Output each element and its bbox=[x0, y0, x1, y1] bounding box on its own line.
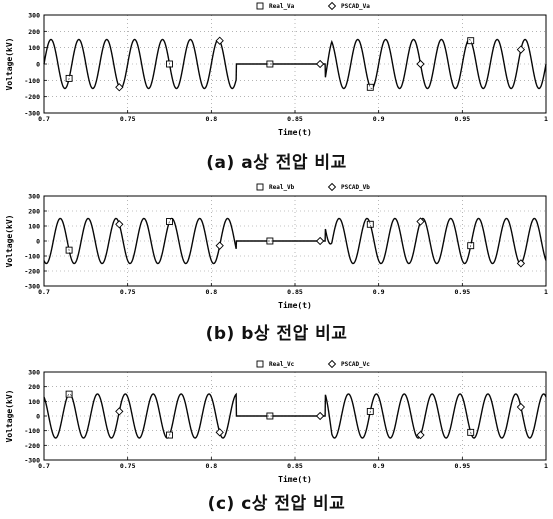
y-tick-label: 300 bbox=[28, 369, 40, 377]
data-point-square bbox=[266, 412, 274, 420]
x-tick-label: 0.7 bbox=[38, 115, 50, 123]
x-tick-label: 0.85 bbox=[287, 288, 303, 296]
x-tick-label: 0.8 bbox=[205, 115, 217, 123]
x-tick-label: 0.75 bbox=[120, 288, 136, 296]
data-point-diamond bbox=[416, 430, 425, 440]
y-tick-label: -200 bbox=[24, 268, 40, 276]
y-tick-label: -100 bbox=[24, 427, 40, 435]
y-tick-label: 200 bbox=[28, 383, 40, 391]
x-tick-label: 0.7 bbox=[38, 462, 50, 470]
x-tick-label: 0.95 bbox=[455, 115, 471, 123]
x-tick-label: 0.8 bbox=[205, 288, 217, 296]
data-point-diamond bbox=[315, 59, 325, 69]
x-tick-label: 0.7 bbox=[38, 288, 50, 296]
x-tick-label: 0.75 bbox=[120, 115, 136, 123]
legend-diamond-marker bbox=[327, 182, 337, 192]
y-tick-label: -200 bbox=[24, 93, 40, 101]
chart-panel-c: 300 200 100 0 -100 -200 -300 0.7 0.75 0.8 0.85 0.9 0… bbox=[0, 356, 553, 519]
legend-square-marker bbox=[256, 2, 264, 10]
legend-label: PSCAD_Vb bbox=[341, 184, 370, 191]
chart-panel-a: 300 200 100 0 -100 -200 -300 0.7 0.75 0.8 0.85 0.9 0… bbox=[0, 0, 553, 180]
data-point-diamond bbox=[115, 407, 124, 416]
data-point-diamond bbox=[115, 83, 124, 92]
x-tick-label: 1 bbox=[544, 462, 548, 470]
y-tick-label: -300 bbox=[24, 110, 40, 118]
x-tick-label: 0.95 bbox=[455, 288, 471, 296]
caption-a: (a) a상 전압 비교 bbox=[206, 153, 347, 173]
y-tick-label: 100 bbox=[28, 223, 40, 231]
x-axis-label: Time(t) bbox=[278, 300, 312, 310]
data-point-diamond bbox=[416, 59, 425, 69]
series-line-pscad-vb bbox=[43, 218, 547, 264]
x-tick-label: 0.8 bbox=[205, 462, 217, 470]
chart-panel-b: 300 200 100 0 -100 -200 -300 0.7 0.75 0.8 0.85 0.9 0… bbox=[0, 180, 553, 350]
data-point-diamond bbox=[115, 220, 124, 229]
series-line-pscad-vc bbox=[43, 393, 547, 439]
data-point-diamond bbox=[416, 217, 425, 226]
data-point-diamond bbox=[516, 402, 526, 412]
data-point-square bbox=[467, 37, 475, 45]
data-point-square bbox=[65, 390, 73, 398]
legend-label: PSCAD_Va bbox=[341, 3, 370, 10]
y-tick-label: -100 bbox=[24, 253, 40, 261]
x-tick-label: 0.95 bbox=[455, 462, 471, 470]
legend-label: Real_Vb bbox=[269, 184, 295, 191]
y-tick-label: -200 bbox=[24, 442, 40, 450]
data-point-square bbox=[166, 218, 173, 225]
legend-diamond-marker bbox=[327, 359, 337, 369]
x-tick-label: 0.75 bbox=[120, 462, 136, 470]
y-tick-label: -300 bbox=[24, 457, 40, 465]
data-point-diamond bbox=[315, 236, 325, 246]
data-point-diamond bbox=[516, 259, 526, 268]
y-axis-label: Voltage(kV) bbox=[5, 390, 14, 443]
data-point-diamond bbox=[516, 45, 526, 54]
data-point-diamond bbox=[215, 36, 224, 45]
x-tick-label: 0.9 bbox=[373, 288, 385, 296]
y-tick-label: -100 bbox=[24, 77, 40, 85]
x-tick-label: 0.9 bbox=[373, 462, 385, 470]
y-tick-label: 0 bbox=[36, 61, 40, 69]
data-point-square bbox=[366, 83, 374, 91]
y-tick-label: 200 bbox=[28, 208, 40, 216]
y-tick-label: 100 bbox=[28, 398, 40, 406]
x-axis-label: Time(t) bbox=[278, 127, 312, 137]
x-tick-label: 0.9 bbox=[373, 115, 385, 123]
data-point-square bbox=[366, 220, 374, 228]
data-point-diamond bbox=[315, 411, 325, 421]
legend-label: Real_Vc bbox=[269, 361, 295, 368]
caption-c: (c) c상 전압 비교 bbox=[207, 494, 346, 514]
x-tick-label: 1 bbox=[544, 115, 548, 123]
x-tick-label: 0.85 bbox=[287, 462, 303, 470]
y-tick-label: 0 bbox=[36, 238, 40, 246]
data-point-diamond bbox=[215, 428, 224, 437]
legend-square-marker bbox=[256, 183, 264, 191]
y-tick-label: 100 bbox=[28, 44, 40, 52]
x-axis-label: Time(t) bbox=[278, 474, 312, 484]
legend-label: Real_Va bbox=[269, 3, 295, 10]
legend-label: PSCAD_Vc bbox=[341, 361, 370, 368]
data-point-diamond bbox=[215, 241, 224, 250]
series-line-pscad-va bbox=[43, 39, 547, 89]
y-tick-label: -300 bbox=[24, 283, 40, 291]
y-axis-label: Voltage(kV) bbox=[5, 215, 14, 268]
legend-square-marker bbox=[256, 360, 264, 368]
y-tick-label: 200 bbox=[28, 28, 40, 36]
y-axis-label: Voltage(kV) bbox=[5, 38, 14, 91]
y-tick-label: 300 bbox=[28, 193, 40, 201]
legend-diamond-marker bbox=[327, 1, 337, 11]
y-tick-label: 0 bbox=[36, 413, 40, 421]
x-tick-label: 1 bbox=[544, 288, 548, 296]
caption-b: (b) b상 전압 비교 bbox=[205, 324, 348, 344]
y-tick-label: 300 bbox=[28, 12, 40, 20]
x-tick-label: 0.85 bbox=[287, 115, 303, 123]
